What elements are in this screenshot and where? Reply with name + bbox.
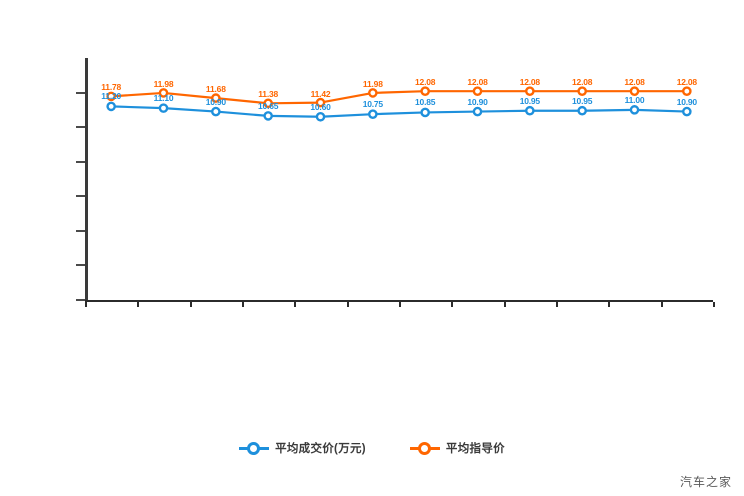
y-tick xyxy=(76,126,85,129)
data-label: 10.90 xyxy=(467,96,488,107)
data-label: 12.08 xyxy=(676,77,697,88)
x-tick xyxy=(137,302,140,307)
data-point[interactable] xyxy=(315,97,326,108)
data-point[interactable] xyxy=(577,105,587,116)
data-label: 10.95 xyxy=(519,95,540,106)
legend-item-1[interactable]: 平均指导价 xyxy=(409,440,505,456)
data-point[interactable] xyxy=(211,93,221,103)
x-tick xyxy=(660,302,663,307)
chart-legend: 平均成交价(万元) 平均指导价 xyxy=(0,440,744,456)
data-point[interactable] xyxy=(472,86,483,96)
data-point[interactable] xyxy=(472,106,483,117)
x-tick xyxy=(242,302,244,307)
x-tick xyxy=(294,302,297,307)
legend-marker-icon xyxy=(409,441,440,455)
data-point[interactable] xyxy=(211,106,221,117)
y-tick xyxy=(76,195,85,198)
legend-label: 平均成交价(万元) xyxy=(275,443,366,455)
data-point[interactable] xyxy=(106,101,116,112)
data-label: 12.08 xyxy=(415,77,436,88)
data-point[interactable] xyxy=(682,106,692,117)
data-point[interactable] xyxy=(263,111,273,121)
data-label: 10.90 xyxy=(676,96,697,107)
x-tick xyxy=(189,302,192,307)
y-tick xyxy=(76,229,85,232)
series-line-0 xyxy=(111,105,687,118)
data-point[interactable] xyxy=(315,111,326,122)
data-point[interactable] xyxy=(368,88,378,98)
data-label: 12.08 xyxy=(572,77,593,88)
data-label: 11.38 xyxy=(258,89,279,100)
data-label: 11.98 xyxy=(153,78,174,89)
data-label: 10.65 xyxy=(258,100,279,111)
data-label: 10.95 xyxy=(572,95,593,106)
x-tick xyxy=(556,302,558,307)
y-axis xyxy=(85,58,88,302)
data-point[interactable] xyxy=(158,103,169,113)
data-point[interactable] xyxy=(525,105,535,116)
data-label: 10.75 xyxy=(362,99,383,110)
legend-marker-icon xyxy=(239,441,270,455)
x-axis xyxy=(85,300,713,302)
data-label: 10.85 xyxy=(415,97,436,108)
data-label: 12.08 xyxy=(467,77,488,88)
data-point[interactable] xyxy=(368,109,378,119)
x-tick xyxy=(399,302,401,307)
data-label: 11.68 xyxy=(205,84,226,95)
x-tick xyxy=(451,302,454,307)
y-tick xyxy=(76,91,85,94)
data-label: 12.08 xyxy=(519,77,540,88)
y-tick xyxy=(76,299,85,301)
data-label: 11.98 xyxy=(362,78,383,89)
data-point[interactable] xyxy=(158,88,169,98)
x-tick xyxy=(503,302,506,307)
data-label: 11.10 xyxy=(153,93,174,104)
data-label: 11.20 xyxy=(101,91,122,102)
y-tick xyxy=(76,264,85,267)
data-point[interactable] xyxy=(577,86,587,96)
data-label: 10.60 xyxy=(310,101,331,112)
data-point[interactable] xyxy=(629,86,640,96)
x-tick xyxy=(85,302,87,307)
data-label: 11.78 xyxy=(101,82,122,93)
data-label: 12.08 xyxy=(624,77,645,88)
data-point[interactable] xyxy=(420,107,430,118)
y-tick xyxy=(76,160,85,163)
data-point[interactable] xyxy=(682,86,692,96)
legend-label: 平均指导价 xyxy=(445,443,505,455)
x-tick xyxy=(713,302,715,307)
data-point[interactable] xyxy=(106,91,116,102)
data-point[interactable] xyxy=(629,105,640,115)
data-label: 11.42 xyxy=(310,88,331,99)
series-line-1 xyxy=(111,90,687,105)
watermark: 汽车之家 xyxy=(679,475,732,489)
data-label: 10.90 xyxy=(205,96,226,107)
legend-item-0[interactable]: 平均成交价(万元) xyxy=(239,440,366,456)
data-label: 11.00 xyxy=(624,94,645,105)
x-tick xyxy=(346,302,349,307)
data-point[interactable] xyxy=(263,98,273,109)
data-point[interactable] xyxy=(525,86,535,96)
x-tick xyxy=(608,302,611,307)
data-point[interactable] xyxy=(420,86,430,96)
